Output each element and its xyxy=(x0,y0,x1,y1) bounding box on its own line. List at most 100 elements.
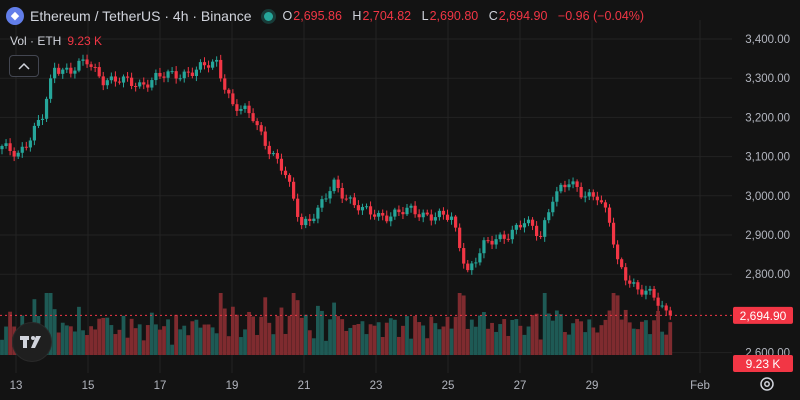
candle-body xyxy=(482,240,486,254)
volume-bar xyxy=(214,333,219,355)
candle-body xyxy=(194,69,198,76)
volume-bar xyxy=(469,319,474,355)
collapse-legend-button[interactable] xyxy=(9,55,39,77)
volume-bar xyxy=(267,322,272,355)
candle-body xyxy=(312,218,316,222)
time-tick-label: 27 xyxy=(514,380,527,392)
candle-body xyxy=(105,80,109,86)
volume-bar xyxy=(255,334,260,355)
candle-body xyxy=(668,310,672,316)
candle-body xyxy=(44,98,49,119)
volume-bar xyxy=(554,310,559,355)
candle-body xyxy=(340,188,344,199)
volume-legend[interactable]: Vol · ETH 9.23 K xyxy=(10,34,102,48)
candle-body xyxy=(219,59,223,79)
volume-bar xyxy=(93,329,98,355)
candle-body xyxy=(616,244,620,260)
candle-body xyxy=(660,305,664,307)
volume-label: Vol · ETH xyxy=(10,34,62,48)
candle-body xyxy=(567,184,571,188)
ohlc-open-key: O xyxy=(282,9,293,23)
volume-bar xyxy=(546,313,551,355)
volume-bar xyxy=(336,316,341,355)
candle-body xyxy=(385,215,389,222)
time-tick-label: 29 xyxy=(586,380,599,392)
volume-bar xyxy=(360,321,365,355)
volume-bar xyxy=(559,314,563,355)
candle-body xyxy=(65,67,69,70)
candle-body xyxy=(441,210,446,215)
candle-body xyxy=(648,288,652,291)
volume-bar xyxy=(486,328,490,355)
candle-body xyxy=(162,76,166,78)
volume-bar xyxy=(453,316,458,355)
candle-body xyxy=(563,184,567,188)
candle-body xyxy=(539,236,543,238)
volume-bar xyxy=(433,323,438,355)
gear-icon[interactable] xyxy=(758,375,776,393)
last-price-tag: 2,694.90 xyxy=(733,306,793,324)
volume-bar xyxy=(291,293,296,355)
volume-bar xyxy=(603,319,608,355)
volume-bar xyxy=(619,319,624,355)
symbol-title[interactable]: Ethereum / TetherUS · 4h · Binance xyxy=(30,8,252,24)
candle-body xyxy=(579,186,583,198)
candle-body xyxy=(535,225,539,237)
candle-body xyxy=(255,121,259,126)
candle-body xyxy=(583,196,587,198)
volume-bar xyxy=(437,329,442,355)
volume-bar xyxy=(461,295,466,355)
candle-body xyxy=(138,82,142,87)
volume-bar xyxy=(0,339,4,355)
volume-bar xyxy=(243,329,247,355)
candle-body xyxy=(89,64,93,67)
volume-bar xyxy=(113,334,118,355)
time-tick-label: 23 xyxy=(370,380,383,392)
candle-body xyxy=(24,146,28,148)
volume-bar xyxy=(340,319,345,355)
candle-body xyxy=(28,140,32,148)
candle-body xyxy=(348,197,352,199)
volume-bar xyxy=(405,316,409,355)
volume-bar xyxy=(121,315,126,355)
candle-body xyxy=(405,207,409,215)
volume-bar xyxy=(44,293,49,355)
candle-body xyxy=(421,212,425,218)
volume-bar xyxy=(251,316,255,355)
volume-bar xyxy=(287,315,292,355)
candle-body xyxy=(429,214,433,221)
candle-body xyxy=(352,197,356,206)
ohlc-close-key: C xyxy=(488,9,498,23)
time-tick-label: 17 xyxy=(154,380,167,392)
volume-bar xyxy=(579,321,584,355)
candle-body xyxy=(316,207,320,219)
volume-bar xyxy=(550,320,555,355)
volume-bar xyxy=(8,311,12,355)
candle-body xyxy=(470,263,474,271)
volume-bar xyxy=(615,295,620,355)
candle-body xyxy=(61,69,65,74)
candle-body xyxy=(320,199,324,208)
volume-bar xyxy=(162,326,166,355)
time-tick-label: 25 xyxy=(442,380,455,392)
candle-body xyxy=(32,125,36,141)
volume-bar xyxy=(397,336,401,355)
volume-bar xyxy=(352,324,357,355)
volume-bar xyxy=(510,319,515,355)
candle-body xyxy=(202,62,207,66)
candle-body xyxy=(595,196,599,201)
candle-body xyxy=(239,108,243,111)
candle-body xyxy=(36,119,41,126)
candle-body xyxy=(620,259,624,268)
candle-body xyxy=(211,61,215,68)
candle-body xyxy=(656,297,660,306)
volume-bar xyxy=(73,331,77,355)
volume-bar xyxy=(644,320,648,355)
candle-body xyxy=(393,209,397,217)
volume-bar xyxy=(178,329,183,355)
candle-body xyxy=(198,62,203,70)
tradingview-logo-icon[interactable] xyxy=(12,322,52,362)
volume-bar xyxy=(465,328,470,355)
candle-body xyxy=(113,76,117,82)
